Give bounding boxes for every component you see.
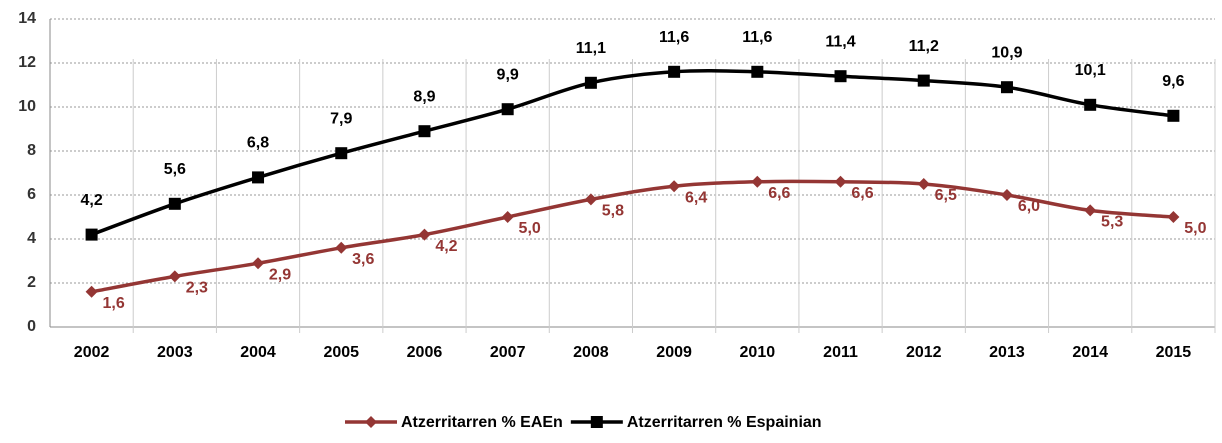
value-label: 11,1 (576, 40, 606, 57)
value-label: 6,6 (851, 185, 873, 202)
value-label: 6,5 (935, 187, 957, 204)
value-label: 5,6 (164, 161, 186, 178)
point (668, 180, 680, 192)
point (418, 229, 430, 241)
value-label: 2,3 (186, 280, 208, 297)
x-tick-label: 2012 (906, 344, 942, 361)
value-label: 6,8 (247, 135, 269, 152)
point (86, 286, 98, 298)
value-label: 9,9 (497, 66, 519, 83)
value-label: 9,6 (1162, 73, 1184, 90)
y-tick-label: 10 (18, 98, 36, 115)
point (1084, 204, 1096, 216)
point (1167, 110, 1179, 122)
value-label: 6,0 (1018, 198, 1040, 215)
value-label: 5,0 (519, 220, 541, 237)
value-label: 10,9 (991, 44, 1022, 61)
value-label: 11,6 (742, 29, 772, 46)
value-label: 1,6 (102, 295, 124, 312)
x-tick-label: 2013 (989, 344, 1025, 361)
value-label: 6,6 (768, 185, 790, 202)
value-label: 7,9 (330, 110, 352, 127)
point (252, 257, 264, 269)
point (751, 66, 763, 78)
legend-marker (365, 416, 377, 428)
value-label: 5,0 (1184, 220, 1206, 237)
x-tick-label: 2008 (573, 344, 609, 361)
chart: 0 2 4 6 8 10 12 14 2002 2003 2004 2005 2006 2007 2008 2… (0, 0, 1222, 438)
point (418, 125, 430, 137)
value-label: 3,6 (352, 251, 374, 268)
point (585, 77, 597, 89)
point (1001, 189, 1013, 201)
x-tick-label: 2005 (323, 344, 359, 361)
point (502, 103, 514, 115)
point (918, 178, 930, 190)
value-label: 11,2 (909, 38, 939, 55)
x-tick-label: 2002 (74, 344, 110, 361)
y-tick-label: 2 (27, 274, 36, 291)
legend-label: Atzerritarren % Espainian (627, 414, 822, 431)
x-tick-label: 2011 (823, 344, 858, 361)
x-tick-label: 2009 (656, 344, 692, 361)
point (668, 66, 680, 78)
y-tick-label: 12 (18, 54, 36, 71)
y-tick-label: 0 (27, 318, 36, 335)
x-tick-label: 2014 (1072, 344, 1108, 361)
point (1001, 81, 1013, 93)
value-label: 6,4 (685, 189, 707, 206)
y-tick-label: 8 (27, 142, 36, 159)
legend-label: Atzerritarren % EAEn (401, 414, 563, 431)
point (252, 171, 264, 183)
value-label: 10,1 (1075, 62, 1106, 79)
x-tick-label: 2015 (1156, 344, 1192, 361)
legend-marker (591, 416, 603, 428)
value-label: 8,9 (413, 88, 435, 105)
value-label: 5,3 (1101, 214, 1123, 231)
point (335, 242, 347, 254)
value-label: 11,4 (825, 33, 855, 50)
point (169, 270, 181, 282)
x-tick-label: 2003 (157, 344, 193, 361)
x-tick-label: 2006 (407, 344, 443, 361)
point (751, 176, 763, 188)
point (835, 70, 847, 82)
value-label: 4,2 (435, 238, 457, 255)
y-tick-label: 6 (27, 186, 36, 203)
value-label: 11,6 (659, 29, 689, 46)
point (335, 147, 347, 159)
point (169, 198, 181, 210)
point (502, 211, 514, 223)
y-tick-label: 14 (18, 10, 36, 27)
x-tick-label: 2004 (240, 344, 276, 361)
point (918, 75, 930, 87)
point (835, 176, 847, 188)
value-label: 2,9 (269, 266, 291, 283)
point (86, 229, 98, 241)
point (1084, 99, 1096, 111)
x-tick-label: 2007 (490, 344, 526, 361)
y-tick-label: 4 (27, 230, 36, 247)
point (1167, 211, 1179, 223)
value-label: 5,8 (602, 203, 624, 220)
value-label: 4,2 (80, 192, 102, 209)
x-tick-label: 2010 (740, 344, 776, 361)
